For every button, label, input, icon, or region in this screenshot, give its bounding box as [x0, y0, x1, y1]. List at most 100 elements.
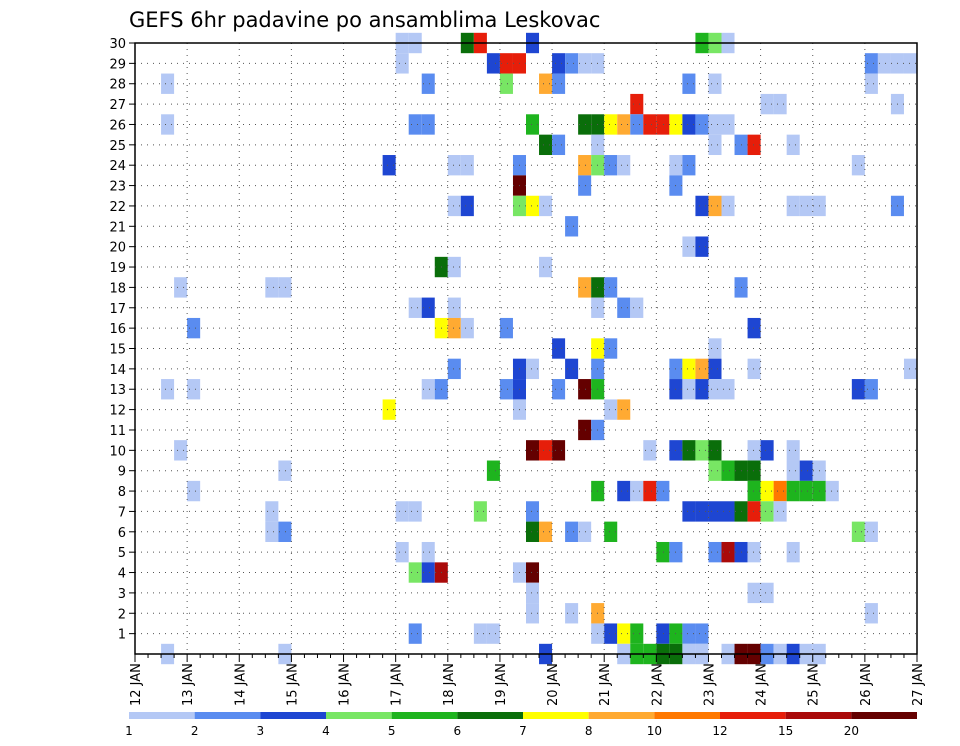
heatmap-cell: [187, 379, 201, 400]
heatmap-cell: [721, 195, 735, 217]
heatmap-cell: [604, 155, 618, 176]
chart-title: GEFS 6hr padavine po ansamblima Leskovac: [129, 8, 600, 32]
heatmap-cell: [708, 460, 722, 481]
legend-swatch: [588, 712, 655, 719]
heatmap-cell: [877, 53, 891, 74]
heatmap-cell: [773, 501, 787, 522]
heatmap-cell: [408, 297, 422, 318]
heatmap-cell: [721, 501, 735, 522]
heatmap-cell: [617, 297, 631, 318]
heatmap-cell: [760, 93, 774, 115]
heatmap-cell: [708, 501, 722, 522]
y-tick-label: 21: [109, 220, 126, 235]
heatmap-cell: [721, 541, 735, 563]
legend-label: 20: [844, 724, 859, 738]
heatmap-cell: [552, 73, 566, 94]
heatmap-cell: [786, 541, 800, 563]
heatmap-cell: [460, 155, 474, 176]
heatmap-cell: [499, 317, 513, 339]
heatmap-cell: [526, 114, 540, 135]
y-tick-label: 25: [109, 139, 126, 154]
legend-label: 7: [519, 724, 527, 738]
heatmap-cell: [747, 501, 761, 522]
heatmap-cell: [578, 379, 592, 400]
x-tick-label: 13 JAN: [181, 663, 196, 706]
y-tick-label: 23: [109, 180, 126, 195]
heatmap-cell: [656, 114, 670, 135]
heatmap-cell: [265, 501, 279, 522]
heatmap-cell: [578, 53, 592, 74]
heatmap-cell: [526, 582, 540, 604]
heatmap-cell: [408, 623, 422, 644]
heatmap-cell: [526, 562, 540, 583]
heatmap-cell: [578, 277, 592, 298]
heatmap-cell: [682, 73, 696, 94]
y-tick-label: 4: [118, 567, 126, 582]
heatmap-cell: [747, 440, 761, 461]
heatmap-cell: [617, 114, 631, 135]
heatmap-cell: [773, 480, 787, 502]
legend-swatch: [194, 712, 261, 719]
legend: 1 2 3 4 5 6 7 8 10 12 15 20: [125, 712, 917, 738]
heatmap-cell: [864, 53, 878, 74]
heatmap-cell: [786, 440, 800, 461]
y-tick-label: 13: [109, 383, 126, 398]
heatmap-cell: [578, 155, 592, 176]
y-tick-label: 28: [109, 78, 126, 93]
heatmap-cell: [864, 73, 878, 94]
heatmap-cell: [786, 134, 800, 156]
heatmap-cell: [786, 460, 800, 481]
heatmap-cell: [630, 297, 644, 318]
y-tick-label: 30: [109, 37, 126, 52]
heatmap-cell: [565, 521, 579, 542]
heatmap-cell: [526, 501, 540, 522]
x-tick-label: 12 JAN: [129, 663, 144, 706]
legend-label: 4: [322, 724, 330, 738]
x-tick-label: 17 JAN: [390, 663, 405, 706]
heatmap-cell: [539, 73, 553, 94]
heatmap-cell: [656, 623, 670, 644]
legend-swatch: [260, 712, 326, 719]
heatmap-cell: [721, 460, 735, 481]
legend-label: 8: [585, 724, 593, 738]
y-tick-label: 22: [109, 200, 126, 215]
heatmap-cell: [552, 53, 566, 74]
heatmap-cell: [499, 53, 513, 74]
y-tick-label: 8: [118, 485, 126, 500]
legend-label: 5: [388, 724, 396, 738]
x-tick-label: 21 JAN: [598, 663, 613, 706]
heatmap-cell: [708, 73, 722, 94]
heatmap-cell: [695, 623, 709, 644]
heatmap-cell: [187, 480, 201, 502]
heatmap-cell: [604, 521, 618, 542]
heatmap-cell: [682, 155, 696, 176]
heatmap-cell: [799, 480, 813, 502]
heatmap-cell: [565, 358, 579, 380]
legend-swatch: [785, 712, 852, 719]
heatmap-cell: [278, 521, 292, 542]
heatmap-cell: [773, 93, 787, 115]
y-tick-label: 20: [109, 241, 126, 256]
heatmap-cell: [395, 501, 409, 522]
heatmap-cell: [421, 297, 435, 318]
legend-label: 15: [778, 724, 793, 738]
y-tick-label: 15: [109, 343, 126, 358]
heatmap-cell: [643, 480, 657, 502]
heatmap-cell: [460, 195, 474, 217]
heatmap-cell: [630, 480, 644, 502]
heatmap-cell: [526, 195, 540, 217]
heatmap-cell: [695, 358, 709, 380]
heatmap-cell: [708, 114, 722, 135]
heatmap-cell: [708, 134, 722, 156]
heatmap-cell: [864, 521, 878, 542]
heatmap-cell: [499, 73, 513, 94]
heatmap-cell: [851, 379, 865, 400]
heatmap-cell: [747, 480, 761, 502]
heatmap-cell: [408, 114, 422, 135]
legend-label: 12: [712, 724, 727, 738]
y-tick-label: 5: [118, 546, 126, 561]
heatmap-cell: [643, 114, 657, 135]
y-tick-label: 9: [118, 465, 126, 480]
x-axis: 12 JAN 13 JAN 14 JAN 15 JAN 16 JAN 17 JAN 18 J…: [129, 654, 926, 706]
